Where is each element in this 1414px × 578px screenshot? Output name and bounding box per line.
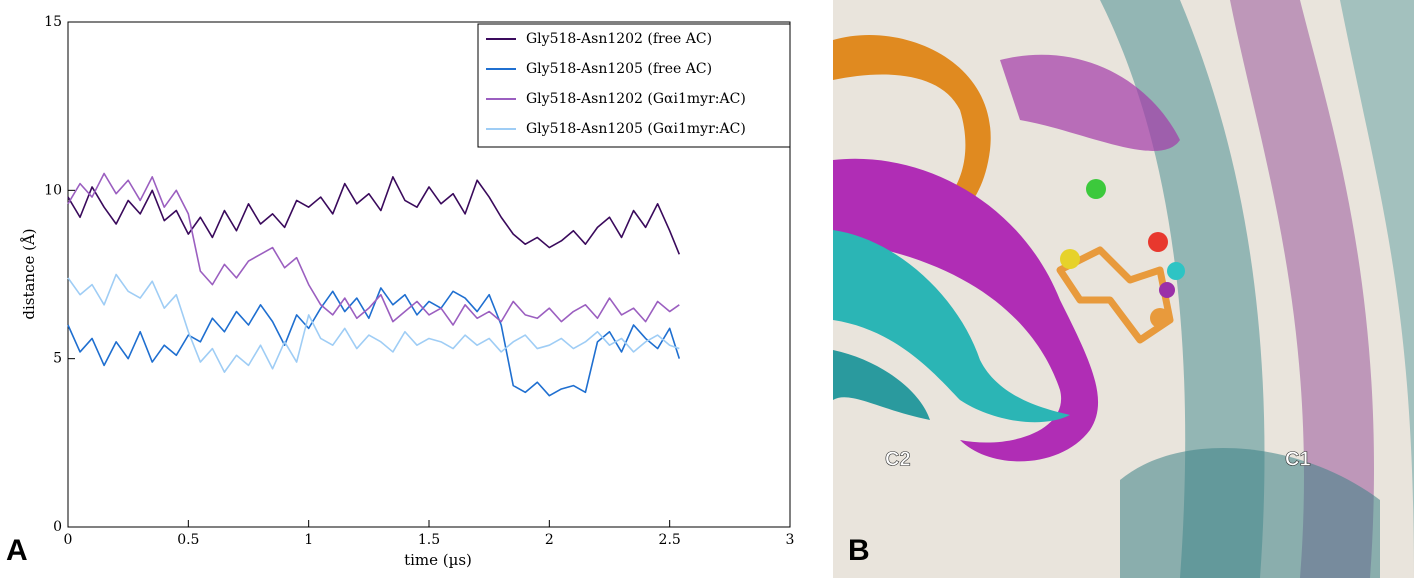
- ribbon: [833, 230, 1070, 423]
- ligand: [1056, 246, 1174, 344]
- legend-label: Gly518-Asn1205 (Gαi1myr:AC): [526, 121, 746, 137]
- y-axis-label: distance (Å): [20, 228, 38, 319]
- ribbon: [1100, 0, 1265, 578]
- x-tick-label: 0: [64, 532, 73, 548]
- x-tick-label: 0.5: [177, 532, 199, 548]
- ribbon: [833, 158, 1099, 462]
- legend-label: Gly518-Asn1202 (free AC): [526, 31, 712, 47]
- ribbon: [1000, 54, 1180, 151]
- domain-label: C2: [885, 448, 911, 470]
- data-line: [67, 172, 680, 326]
- y-tick-label: 10: [44, 182, 62, 198]
- panel-label: B: [848, 534, 870, 567]
- data-line: [67, 273, 680, 373]
- x-tick-label: 2: [545, 532, 554, 548]
- legend-box: [477, 23, 791, 148]
- atom: [1086, 179, 1106, 199]
- legend-label: Gly518-Asn1202 (Gαi1myr:AC): [526, 91, 746, 107]
- atom: [1167, 262, 1185, 280]
- ribbon: [833, 34, 991, 234]
- atom: [1159, 282, 1175, 298]
- legend-label: Gly518-Asn1205 (free AC): [526, 61, 712, 77]
- plot-area: [67, 172, 681, 397]
- data-line: [67, 176, 681, 255]
- atom: [1150, 308, 1170, 328]
- y-tick-label: 0: [53, 519, 62, 535]
- atom: [1148, 232, 1168, 252]
- data-line: [67, 287, 681, 397]
- panel-label: A: [6, 534, 28, 567]
- legend: Gly518-Asn1202 (free AC) Gly518-Asn1205 (…: [477, 23, 791, 148]
- ribbon: [1120, 447, 1380, 578]
- x-axis-label: time (µs): [404, 551, 472, 569]
- ribbon: [833, 350, 930, 420]
- y-tick-label: 5: [53, 351, 62, 367]
- x-tick-label: 2.5: [659, 532, 681, 548]
- y-tick-label: 15: [44, 14, 62, 30]
- x-tick-label: 3: [786, 532, 795, 548]
- ribbon: [1230, 0, 1374, 578]
- atom: [1060, 249, 1080, 269]
- x-tick-label: 1: [304, 532, 313, 548]
- domain-label: C1: [1285, 448, 1311, 470]
- x-tick-label: 1.5: [418, 532, 440, 548]
- ribbon: [1340, 0, 1414, 578]
- structure-image: [833, 0, 1414, 578]
